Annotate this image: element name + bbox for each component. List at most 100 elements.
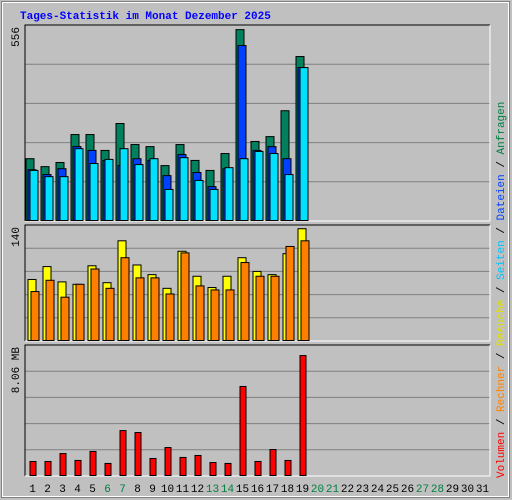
x-tick-label: 19 bbox=[296, 484, 309, 496]
x-tick-label: 5 bbox=[89, 484, 96, 496]
bar bbox=[119, 430, 127, 477]
bar bbox=[29, 169, 39, 222]
x-tick-label: 14 bbox=[221, 484, 235, 496]
bar bbox=[270, 275, 280, 341]
bar bbox=[299, 67, 309, 222]
bar bbox=[240, 262, 250, 341]
x-tick-label: 30 bbox=[461, 484, 474, 496]
x-tick-label: 16 bbox=[251, 484, 264, 496]
bar bbox=[105, 287, 115, 342]
x-tick-label: 23 bbox=[356, 484, 369, 496]
bar bbox=[89, 163, 99, 221]
legend-entry: Seiten bbox=[496, 240, 508, 280]
x-tick-label: 6 bbox=[104, 484, 111, 496]
plot-border-light bbox=[25, 345, 491, 477]
bar bbox=[150, 277, 160, 342]
x-tick-label: 9 bbox=[149, 484, 156, 496]
legend: Volumen / Rechner / Besuche / Seiten / D… bbox=[496, 102, 508, 478]
bar bbox=[255, 275, 265, 341]
y-tick-label: 556 bbox=[11, 27, 23, 47]
bar bbox=[254, 460, 262, 476]
bar bbox=[194, 454, 202, 476]
plot-border-dark bbox=[24, 224, 490, 341]
bar bbox=[239, 158, 249, 222]
bar bbox=[119, 148, 129, 221]
bar bbox=[59, 453, 67, 476]
bar bbox=[195, 285, 205, 341]
x-tick-label: 25 bbox=[386, 484, 399, 496]
x-tick-label: 22 bbox=[341, 484, 354, 496]
legend-entry: Dateien bbox=[496, 174, 508, 220]
bar bbox=[180, 252, 190, 341]
bar bbox=[134, 432, 142, 477]
x-tick-label: 18 bbox=[281, 484, 294, 496]
x-tick-label: 11 bbox=[176, 484, 190, 496]
bar bbox=[90, 268, 100, 341]
x-tick-label: 27 bbox=[416, 484, 429, 496]
bar bbox=[164, 188, 174, 221]
bar bbox=[225, 289, 235, 342]
bar bbox=[74, 459, 82, 477]
x-tick-label: 13 bbox=[206, 484, 219, 496]
bar bbox=[29, 460, 37, 476]
x-tick-label: 15 bbox=[236, 484, 249, 496]
bar bbox=[89, 450, 97, 476]
bar bbox=[149, 457, 157, 477]
y-tick-label: 8.06 MB bbox=[11, 347, 23, 394]
bar bbox=[209, 188, 219, 221]
bar bbox=[269, 448, 277, 476]
bar bbox=[285, 245, 295, 341]
bar bbox=[224, 167, 234, 222]
x-tick-label: 28 bbox=[431, 484, 444, 496]
bar bbox=[299, 355, 307, 476]
bar bbox=[224, 462, 232, 476]
bar bbox=[239, 385, 247, 476]
x-tick-label: 2 bbox=[44, 484, 51, 496]
plot-border-dark bbox=[24, 24, 490, 221]
bar bbox=[104, 462, 112, 476]
x-tick-label: 10 bbox=[161, 484, 174, 496]
legend-separator: / bbox=[496, 346, 508, 366]
bar bbox=[135, 277, 145, 342]
x-tick-label: 24 bbox=[371, 484, 385, 496]
bar bbox=[284, 174, 294, 221]
x-tick-label: 12 bbox=[191, 484, 204, 496]
chart-title: Tages-Statistik im Monat Dezember 2025 bbox=[20, 11, 271, 23]
legend: Volumen / Rechner / Besuche / Seiten / D… bbox=[496, 102, 508, 478]
legend-separator: / bbox=[496, 154, 508, 174]
legend-entry: Rechner bbox=[496, 366, 508, 412]
x-tick-label: 20 bbox=[311, 484, 324, 496]
bar bbox=[59, 176, 69, 221]
x-tick-label: 4 bbox=[74, 484, 81, 496]
bar bbox=[75, 283, 85, 341]
bar bbox=[45, 279, 55, 341]
plot-border-light bbox=[25, 225, 491, 342]
bar bbox=[44, 460, 52, 476]
legend-separator: / bbox=[496, 412, 508, 432]
bar bbox=[210, 289, 220, 342]
bar bbox=[30, 291, 40, 341]
bar bbox=[179, 456, 187, 476]
legend-separator: / bbox=[496, 280, 508, 300]
legend-entry: Volumen bbox=[496, 432, 508, 478]
legend-entry: Anfragen bbox=[496, 102, 508, 155]
x-tick-label: 29 bbox=[446, 484, 459, 496]
bar bbox=[179, 157, 189, 221]
bar bbox=[209, 462, 217, 477]
bar bbox=[44, 176, 54, 221]
bar bbox=[104, 158, 114, 222]
y-tick-label: 140 bbox=[11, 227, 23, 247]
x-tick-label: 3 bbox=[59, 484, 66, 496]
bar bbox=[269, 153, 279, 222]
bar bbox=[120, 257, 130, 342]
plot-area bbox=[25, 345, 490, 476]
bar bbox=[165, 293, 175, 342]
x-tick-label: 1 bbox=[29, 484, 36, 496]
bar bbox=[149, 158, 159, 222]
x-tick-label: 31 bbox=[476, 484, 490, 496]
legend-separator: / bbox=[496, 220, 508, 240]
bar bbox=[284, 459, 292, 477]
bar bbox=[194, 179, 204, 221]
